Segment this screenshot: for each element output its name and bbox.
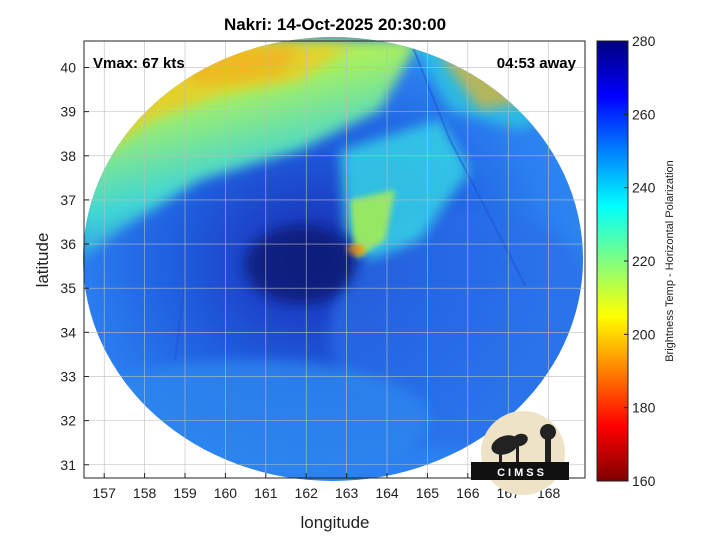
y-tick-label: 38	[60, 148, 76, 164]
y-axis-label: latitude	[33, 233, 52, 288]
colorbar-tick-label: 200	[632, 326, 656, 342]
y-tick-label: 31	[60, 457, 76, 473]
y-axis-ticks: 31 32 33 34 35 36 37 38 39 40	[60, 59, 89, 473]
y-tick-label: 37	[60, 192, 76, 208]
x-tick-label: 166	[456, 485, 480, 501]
y-tick-label: 36	[60, 236, 76, 252]
x-tick-label: 161	[254, 485, 278, 501]
colorbar-tick-label: 160	[632, 473, 656, 489]
cimss-logo: CIMSS	[471, 411, 569, 495]
y-tick-label: 33	[60, 368, 76, 384]
y-tick-label: 40	[60, 59, 76, 75]
x-tick-label: 158	[133, 485, 157, 501]
colorbar-tick-label: 220	[632, 253, 656, 269]
colorbar-label: Brightness Temp - Horizontal Polarizatio…	[664, 160, 676, 362]
grid-lines	[84, 41, 585, 478]
colorbar-tick-label: 180	[632, 400, 656, 416]
colorbar-tick-label: 240	[632, 180, 656, 196]
x-tick-label: 162	[295, 485, 319, 501]
x-tick-label: 163	[335, 485, 359, 501]
x-tick-label: 160	[214, 485, 238, 501]
y-tick-label: 35	[60, 280, 76, 296]
colorbar-tick-label: 280	[632, 33, 656, 49]
chart-title: Nakri: 14-Oct-2025 20:30:00	[224, 15, 446, 34]
colorbar-tick-label: 260	[632, 106, 656, 122]
axes-frame	[83, 40, 586, 479]
y-tick-label: 34	[60, 324, 76, 340]
x-tick-label: 165	[416, 485, 440, 501]
x-axis-label: longitude	[300, 513, 369, 532]
x-tick-label: 164	[375, 485, 399, 501]
x-tick-label: 157	[93, 485, 117, 501]
x-tick-label: 159	[173, 485, 197, 501]
y-tick-label: 32	[60, 413, 76, 429]
vmax-label: Vmax: 67 kts	[93, 55, 185, 72]
cimss-logo-text: CIMSS	[497, 467, 547, 479]
colorbar-ticks: 280 260 240 220 200 180 160	[624, 33, 656, 489]
time-away-label: 04:53 away	[497, 55, 577, 72]
y-tick-label: 39	[60, 104, 76, 120]
colorbar	[596, 40, 629, 482]
